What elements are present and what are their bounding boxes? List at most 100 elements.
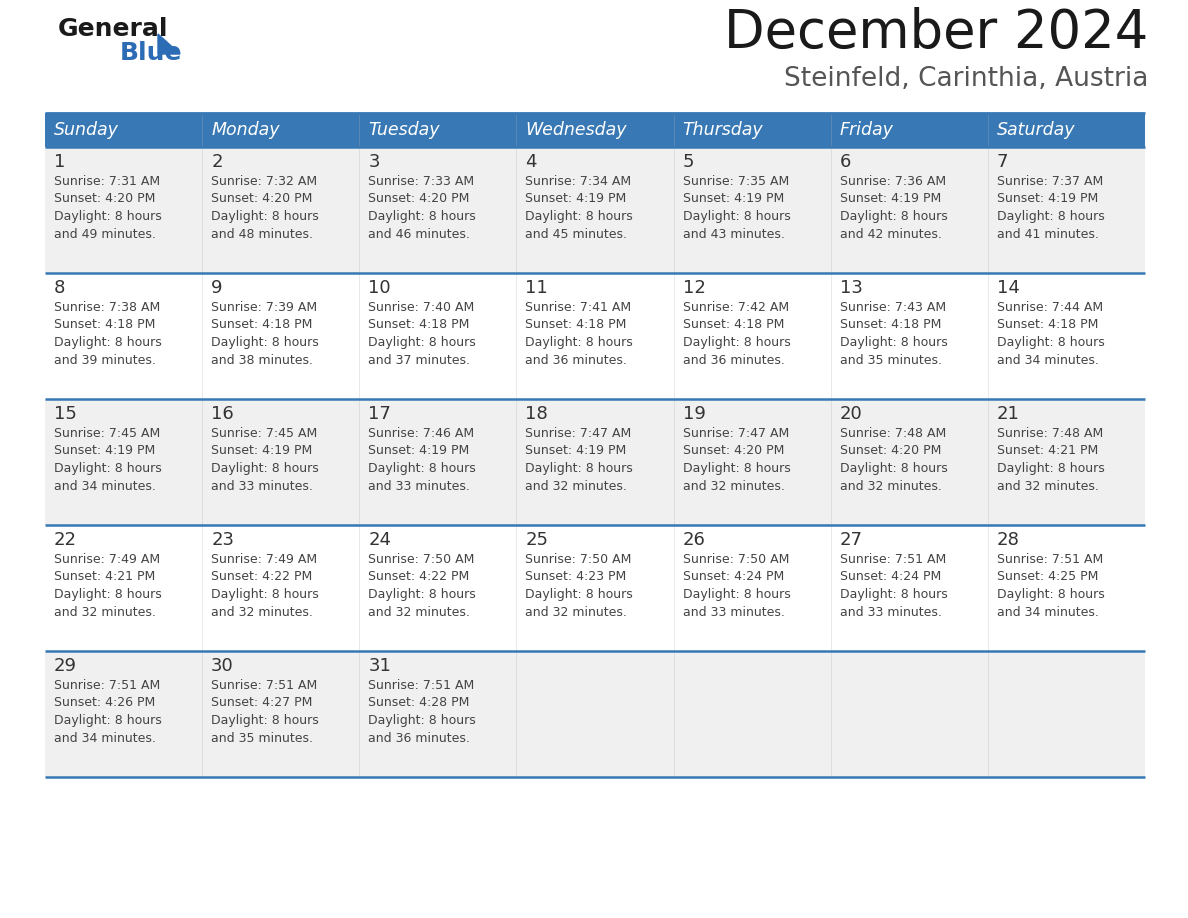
Text: 14: 14 (997, 279, 1019, 297)
Text: Daylight: 8 hours: Daylight: 8 hours (211, 588, 318, 601)
Text: and 32 minutes.: and 32 minutes. (525, 606, 627, 619)
Text: 27: 27 (840, 531, 862, 549)
Text: and 42 minutes.: and 42 minutes. (840, 228, 942, 241)
Text: Sunset: 4:20 PM: Sunset: 4:20 PM (840, 444, 941, 457)
Text: Sunrise: 7:47 AM: Sunrise: 7:47 AM (683, 427, 789, 440)
Text: and 33 minutes.: and 33 minutes. (368, 479, 470, 492)
Text: 1: 1 (53, 153, 65, 171)
Text: Sunrise: 7:36 AM: Sunrise: 7:36 AM (840, 175, 946, 188)
Text: and 37 minutes.: and 37 minutes. (368, 353, 470, 366)
Text: and 33 minutes.: and 33 minutes. (840, 606, 942, 619)
Text: and 36 minutes.: and 36 minutes. (525, 353, 627, 366)
Text: and 32 minutes.: and 32 minutes. (368, 606, 470, 619)
Text: General: General (58, 17, 169, 41)
Text: Daylight: 8 hours: Daylight: 8 hours (683, 462, 790, 475)
Text: Daylight: 8 hours: Daylight: 8 hours (53, 588, 162, 601)
Text: Daylight: 8 hours: Daylight: 8 hours (211, 714, 318, 727)
Bar (45, 399, 1145, 525)
Text: Sunrise: 7:38 AM: Sunrise: 7:38 AM (53, 301, 160, 314)
Text: Sunrise: 7:51 AM: Sunrise: 7:51 AM (840, 553, 946, 566)
Text: 16: 16 (211, 405, 234, 423)
Text: and 34 minutes.: and 34 minutes. (53, 479, 156, 492)
Text: Sunrise: 7:50 AM: Sunrise: 7:50 AM (683, 553, 789, 566)
Text: Sunset: 4:19 PM: Sunset: 4:19 PM (368, 444, 469, 457)
Text: 19: 19 (683, 405, 706, 423)
Text: 30: 30 (211, 657, 234, 675)
Text: Sunday: Sunday (53, 121, 119, 139)
Bar (45, 113, 1145, 147)
Text: 22: 22 (53, 531, 77, 549)
Text: 11: 11 (525, 279, 548, 297)
Text: Sunset: 4:18 PM: Sunset: 4:18 PM (525, 319, 627, 331)
Text: Sunrise: 7:43 AM: Sunrise: 7:43 AM (840, 301, 946, 314)
Text: Daylight: 8 hours: Daylight: 8 hours (368, 588, 476, 601)
Text: Sunset: 4:19 PM: Sunset: 4:19 PM (525, 193, 627, 206)
Text: December 2024: December 2024 (723, 7, 1148, 59)
Text: and 32 minutes.: and 32 minutes. (53, 606, 156, 619)
Text: Sunset: 4:18 PM: Sunset: 4:18 PM (997, 319, 1098, 331)
Text: and 48 minutes.: and 48 minutes. (211, 228, 314, 241)
Text: Daylight: 8 hours: Daylight: 8 hours (368, 210, 476, 223)
Text: Sunrise: 7:50 AM: Sunrise: 7:50 AM (368, 553, 475, 566)
Text: and 35 minutes.: and 35 minutes. (211, 732, 314, 744)
Text: Sunrise: 7:37 AM: Sunrise: 7:37 AM (997, 175, 1104, 188)
Text: and 33 minutes.: and 33 minutes. (683, 606, 784, 619)
Text: and 35 minutes.: and 35 minutes. (840, 353, 942, 366)
Text: and 34 minutes.: and 34 minutes. (53, 732, 156, 744)
Text: and 49 minutes.: and 49 minutes. (53, 228, 156, 241)
Text: and 45 minutes.: and 45 minutes. (525, 228, 627, 241)
Text: Sunset: 4:26 PM: Sunset: 4:26 PM (53, 697, 156, 710)
Text: Sunrise: 7:42 AM: Sunrise: 7:42 AM (683, 301, 789, 314)
Text: Sunrise: 7:34 AM: Sunrise: 7:34 AM (525, 175, 632, 188)
Text: Daylight: 8 hours: Daylight: 8 hours (525, 462, 633, 475)
Text: Sunrise: 7:48 AM: Sunrise: 7:48 AM (840, 427, 946, 440)
Bar (45, 273, 1145, 399)
Text: Sunset: 4:25 PM: Sunset: 4:25 PM (997, 570, 1098, 584)
Text: Sunrise: 7:40 AM: Sunrise: 7:40 AM (368, 301, 474, 314)
Bar (45, 525, 1145, 651)
Text: and 32 minutes.: and 32 minutes. (525, 479, 627, 492)
Text: Sunset: 4:18 PM: Sunset: 4:18 PM (683, 319, 784, 331)
Text: Sunrise: 7:45 AM: Sunrise: 7:45 AM (211, 427, 317, 440)
Text: Sunset: 4:23 PM: Sunset: 4:23 PM (525, 570, 627, 584)
Text: Sunset: 4:18 PM: Sunset: 4:18 PM (840, 319, 941, 331)
Text: Sunrise: 7:31 AM: Sunrise: 7:31 AM (53, 175, 160, 188)
Text: 8: 8 (53, 279, 65, 297)
Text: Sunset: 4:18 PM: Sunset: 4:18 PM (211, 319, 312, 331)
Text: Saturday: Saturday (997, 121, 1075, 139)
Text: and 32 minutes.: and 32 minutes. (840, 479, 942, 492)
Text: 7: 7 (997, 153, 1009, 171)
Text: 23: 23 (211, 531, 234, 549)
Text: Sunrise: 7:48 AM: Sunrise: 7:48 AM (997, 427, 1104, 440)
Text: Sunrise: 7:44 AM: Sunrise: 7:44 AM (997, 301, 1102, 314)
Text: Sunrise: 7:51 AM: Sunrise: 7:51 AM (368, 679, 474, 692)
Polygon shape (158, 34, 181, 54)
Text: and 36 minutes.: and 36 minutes. (368, 732, 470, 744)
Text: 13: 13 (840, 279, 862, 297)
Bar (45, 147, 1145, 273)
Text: Daylight: 8 hours: Daylight: 8 hours (840, 336, 948, 349)
Text: Daylight: 8 hours: Daylight: 8 hours (53, 714, 162, 727)
Text: and 34 minutes.: and 34 minutes. (997, 606, 1099, 619)
Text: 29: 29 (53, 657, 77, 675)
Text: Sunset: 4:28 PM: Sunset: 4:28 PM (368, 697, 469, 710)
Text: Daylight: 8 hours: Daylight: 8 hours (683, 210, 790, 223)
Text: and 32 minutes.: and 32 minutes. (211, 606, 312, 619)
Text: Sunrise: 7:41 AM: Sunrise: 7:41 AM (525, 301, 632, 314)
Text: Friday: Friday (840, 121, 893, 139)
Text: Sunset: 4:20 PM: Sunset: 4:20 PM (53, 193, 156, 206)
Text: and 33 minutes.: and 33 minutes. (211, 479, 312, 492)
Text: 3: 3 (368, 153, 380, 171)
Text: Sunset: 4:24 PM: Sunset: 4:24 PM (840, 570, 941, 584)
Text: Blue: Blue (120, 41, 183, 65)
Text: 12: 12 (683, 279, 706, 297)
Text: Daylight: 8 hours: Daylight: 8 hours (368, 462, 476, 475)
Text: Sunset: 4:19 PM: Sunset: 4:19 PM (211, 444, 312, 457)
Text: and 46 minutes.: and 46 minutes. (368, 228, 470, 241)
Text: Sunrise: 7:49 AM: Sunrise: 7:49 AM (53, 553, 160, 566)
Text: Sunrise: 7:51 AM: Sunrise: 7:51 AM (211, 679, 317, 692)
Text: Daylight: 8 hours: Daylight: 8 hours (525, 210, 633, 223)
Text: Sunrise: 7:47 AM: Sunrise: 7:47 AM (525, 427, 632, 440)
Text: 5: 5 (683, 153, 694, 171)
Text: 24: 24 (368, 531, 391, 549)
